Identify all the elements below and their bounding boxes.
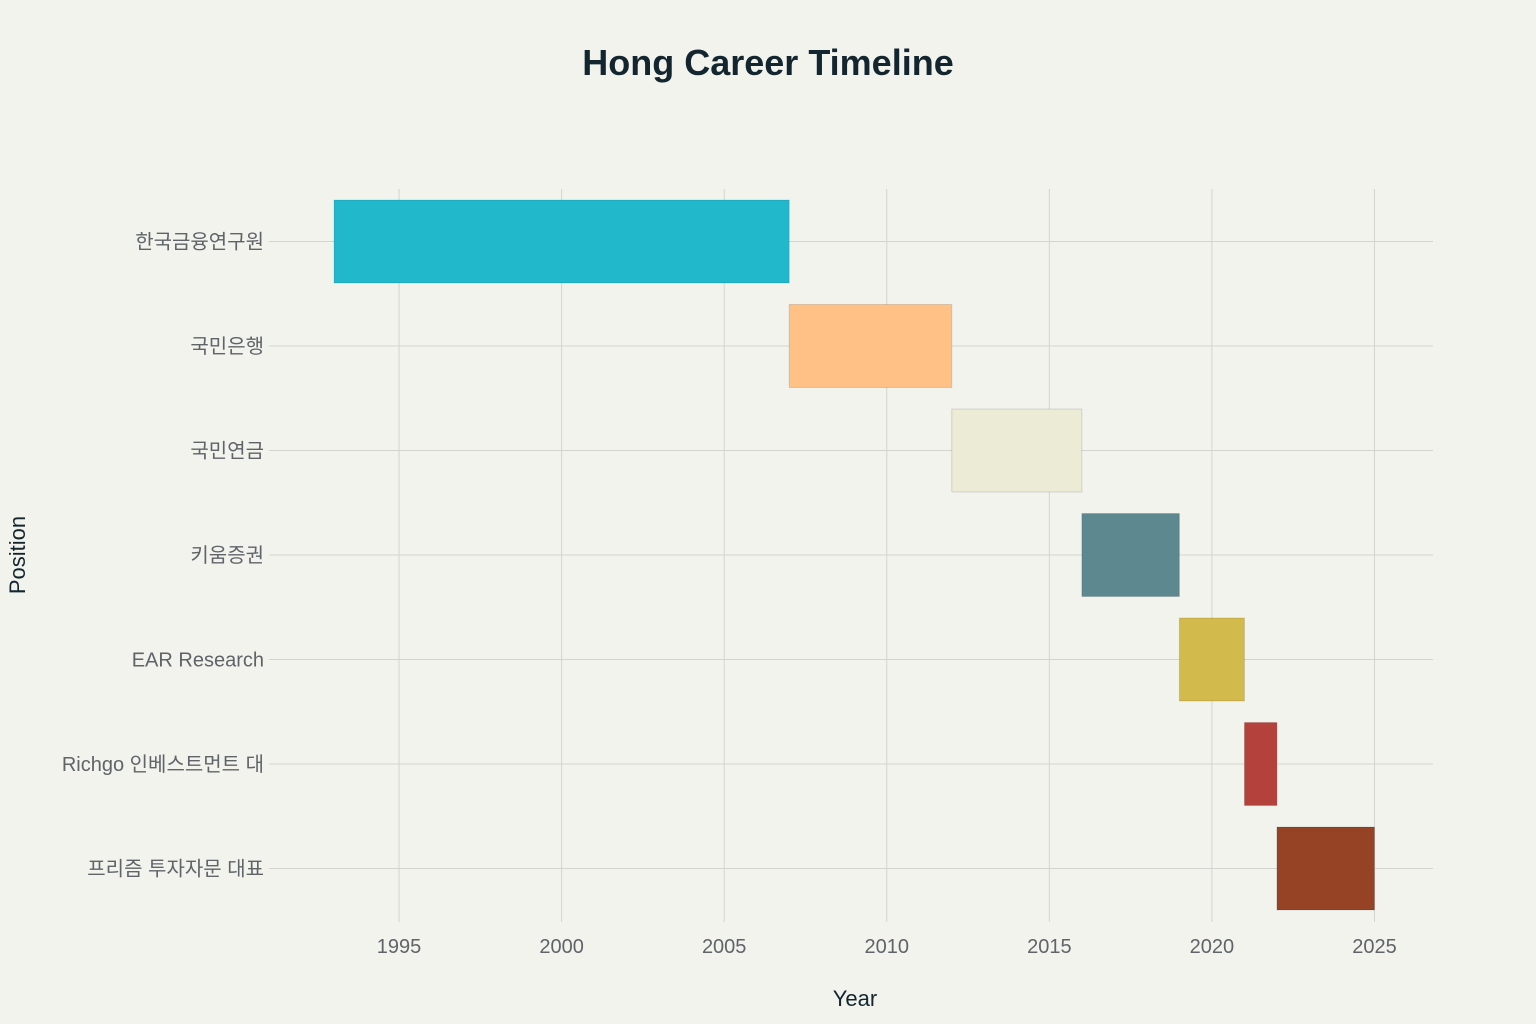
x-tick-label: 2005 [702,936,747,958]
grid-layer [269,189,1433,922]
timeline-bar[interactable] [333,199,790,284]
x-tick-label: 2015 [1027,936,1072,958]
chart-title: Hong Career Timeline [582,42,953,83]
timeline-bar[interactable] [1243,722,1278,806]
timeline-bar[interactable] [1178,617,1245,702]
x-tick-label: 2025 [1352,936,1397,958]
y-tick-label: 국민은행 [190,335,264,358]
y-tick-label: 한국금융연구원 [135,231,264,254]
y-tick-label: 국민연금 [190,440,264,463]
x-tick-labels: 1995 2000 2005 2010 2015 2020 2025 [377,936,1397,958]
y-tick-label: Richgo 인베스트먼트 대 [62,753,264,776]
x-axis-title: Year [833,986,877,1011]
y-tick-label: 프리즘 투자자문 대표 [87,858,264,881]
x-tick-label: 2010 [865,936,910,958]
bar-layer [333,199,1375,911]
timeline-bar[interactable] [1276,826,1375,911]
y-tick-label: 키움증권 [190,544,264,567]
timeline-bar[interactable] [951,408,1083,493]
y-axis-title: Position [5,516,30,594]
x-tick-label: 2020 [1190,936,1235,958]
timeline-bar[interactable] [788,304,953,388]
x-tick-label: 1995 [377,936,422,958]
y-tick-label: EAR Research [132,650,264,672]
x-tick-label: 2000 [539,936,584,958]
timeline-bar[interactable] [1081,513,1180,597]
